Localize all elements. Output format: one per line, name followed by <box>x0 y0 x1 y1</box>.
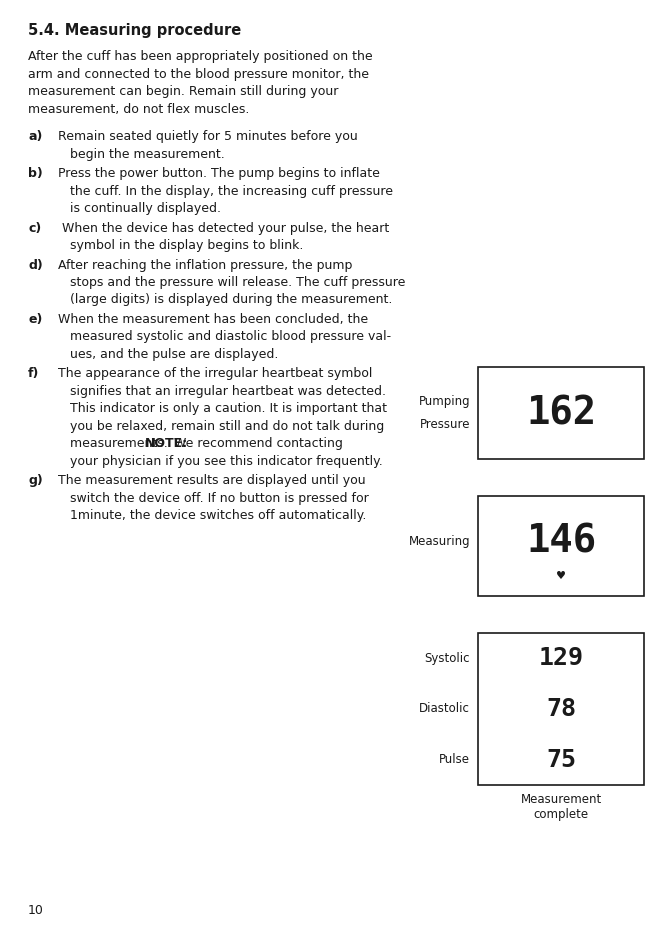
Text: measurements.: measurements. <box>58 438 172 451</box>
Text: signifies that an irregular heartbeat was detected.: signifies that an irregular heartbeat wa… <box>58 385 386 398</box>
Text: your physician if you see this indicator frequently.: your physician if you see this indicator… <box>58 455 383 468</box>
Text: (large digits) is displayed during the measurement.: (large digits) is displayed during the m… <box>58 294 392 306</box>
Text: stops and the pressure will release. The cuff pressure: stops and the pressure will release. The… <box>58 276 405 289</box>
Text: e): e) <box>28 313 42 326</box>
Text: Systolic: Systolic <box>424 652 470 665</box>
Text: 1minute, the device switches off automatically.: 1minute, the device switches off automat… <box>58 510 366 522</box>
Text: you be relaxed, remain still and do not talk during: you be relaxed, remain still and do not … <box>58 420 384 433</box>
Text: Measuring: Measuring <box>408 534 470 547</box>
Text: begin the measurement.: begin the measurement. <box>58 147 224 161</box>
Text: 75: 75 <box>546 747 576 772</box>
Text: ♥: ♥ <box>556 571 566 581</box>
Text: 5.4. Measuring procedure: 5.4. Measuring procedure <box>28 23 241 38</box>
Text: The appearance of the irregular heartbeat symbol: The appearance of the irregular heartbea… <box>58 367 372 380</box>
Text: measurement, do not flex muscles.: measurement, do not flex muscles. <box>28 102 249 115</box>
Text: Measurement
complete: Measurement complete <box>520 793 602 821</box>
Text: ues, and the pulse are displayed.: ues, and the pulse are displayed. <box>58 348 279 361</box>
Text: When the device has detected your pulse, the heart: When the device has detected your pulse,… <box>58 222 389 235</box>
Text: Press the power button. The pump begins to inflate: Press the power button. The pump begins … <box>58 167 380 180</box>
Text: 129: 129 <box>538 646 584 670</box>
Text: f): f) <box>28 367 39 380</box>
Text: The measurement results are displayed until you: The measurement results are displayed un… <box>58 474 365 487</box>
Text: arm and connected to the blood pressure monitor, the: arm and connected to the blood pressure … <box>28 68 369 81</box>
Text: Pulse: Pulse <box>439 753 470 766</box>
Text: switch the device off. If no button is pressed for: switch the device off. If no button is p… <box>58 492 369 505</box>
Text: After the cuff has been appropriately positioned on the: After the cuff has been appropriately po… <box>28 50 373 63</box>
Text: This indicator is only a caution. It is important that: This indicator is only a caution. It is … <box>58 403 387 415</box>
Text: a): a) <box>28 130 42 143</box>
Text: When the measurement has been concluded, the: When the measurement has been concluded,… <box>58 313 368 326</box>
Text: Diastolic: Diastolic <box>419 702 470 716</box>
Text: NOTE:: NOTE: <box>145 438 188 451</box>
Text: After reaching the inflation pressure, the pump: After reaching the inflation pressure, t… <box>58 258 353 271</box>
Text: We recommend contacting: We recommend contacting <box>170 438 343 451</box>
Text: is continually displayed.: is continually displayed. <box>58 202 221 215</box>
Bar <box>478 496 644 596</box>
Text: 162: 162 <box>526 394 596 432</box>
Text: symbol in the display begins to blink.: symbol in the display begins to blink. <box>58 239 303 252</box>
Text: g): g) <box>28 474 43 487</box>
Text: Remain seated quietly for 5 minutes before you: Remain seated quietly for 5 minutes befo… <box>58 130 358 143</box>
Text: 10: 10 <box>28 904 44 917</box>
Text: Pressure: Pressure <box>420 418 470 431</box>
Text: Pumping: Pumping <box>418 395 470 408</box>
Text: measurement can begin. Remain still during your: measurement can begin. Remain still duri… <box>28 85 339 98</box>
Text: 78: 78 <box>546 697 576 721</box>
Text: b): b) <box>28 167 43 180</box>
Text: 146: 146 <box>526 522 596 560</box>
Text: d): d) <box>28 258 43 271</box>
Bar <box>478 367 644 459</box>
Bar <box>478 633 644 785</box>
Text: measured systolic and diastolic blood pressure val-: measured systolic and diastolic blood pr… <box>58 331 391 344</box>
Text: the cuff. In the display, the increasing cuff pressure: the cuff. In the display, the increasing… <box>58 184 393 197</box>
Text: c): c) <box>28 222 41 235</box>
